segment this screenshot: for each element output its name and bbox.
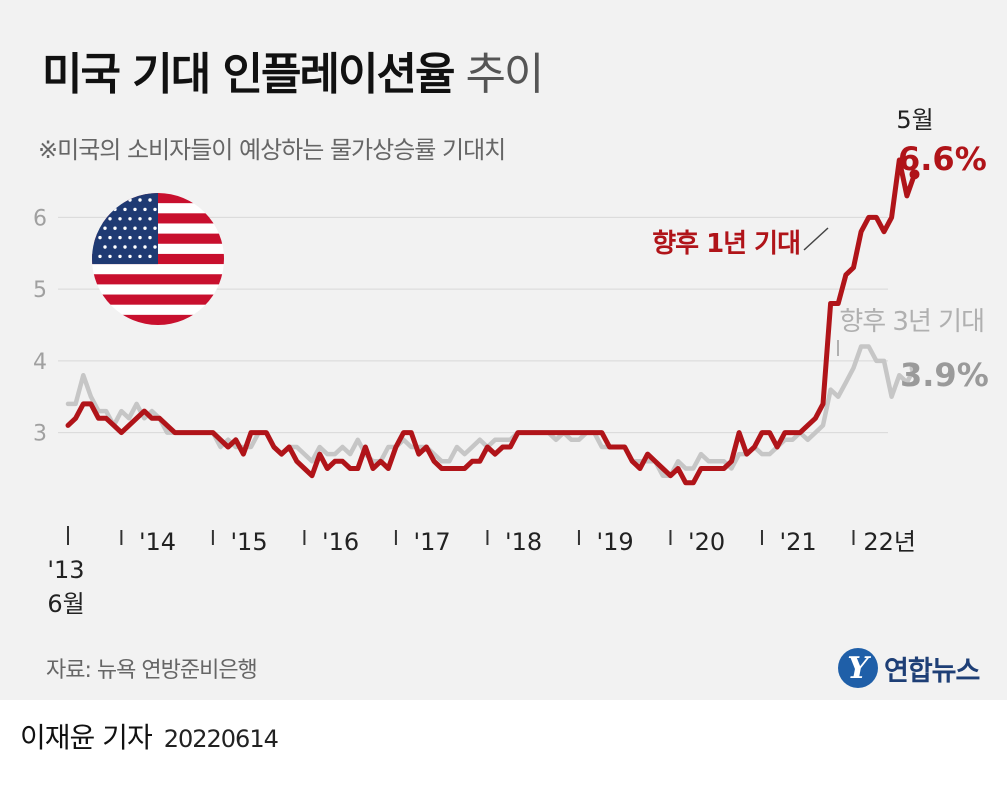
flag-star bbox=[98, 198, 102, 202]
x-tick-label: '20 bbox=[688, 528, 725, 556]
x-start-month-label: 6월 bbox=[47, 590, 84, 618]
flag-star bbox=[108, 235, 112, 240]
x-tick-label: '16 bbox=[322, 528, 359, 556]
y-tick-label: 6 bbox=[33, 206, 47, 231]
flag-star bbox=[128, 235, 132, 240]
page-title: 미국 기대 인플레이션율 추이 bbox=[42, 38, 544, 102]
end-value-1yr: 6.6% bbox=[898, 140, 987, 178]
flag-star bbox=[118, 198, 122, 202]
flag-stripe bbox=[92, 274, 224, 285]
flag-stripe bbox=[92, 193, 224, 204]
flag-star bbox=[98, 254, 102, 259]
flag-star bbox=[138, 198, 142, 202]
x-tick-label: '19 bbox=[597, 528, 634, 556]
flag-star bbox=[153, 245, 157, 249]
flag-star bbox=[128, 217, 132, 221]
end-month-label: 5월 bbox=[896, 106, 933, 134]
y-tick-label: 5 bbox=[33, 278, 47, 303]
flag-star bbox=[133, 226, 137, 230]
flag-star bbox=[143, 245, 147, 249]
flag-star bbox=[123, 245, 127, 249]
title-main: 미국 기대 인플레이션율 bbox=[42, 49, 455, 100]
series-lines bbox=[65, 157, 920, 486]
flag-star bbox=[128, 198, 132, 202]
flag-star bbox=[113, 226, 117, 230]
flag-star bbox=[113, 245, 117, 249]
flag-star bbox=[113, 207, 117, 212]
flag-star bbox=[103, 245, 107, 249]
flag-stripe bbox=[92, 314, 224, 325]
flag-star bbox=[148, 254, 152, 259]
series-labels: 향후 1년 기대 5월 6.6% 향후 3년 기대 3.9% bbox=[652, 106, 989, 394]
flag-star bbox=[133, 245, 137, 249]
reporter-name: 이재윤 기자 bbox=[20, 721, 153, 754]
flag-star bbox=[118, 254, 122, 259]
flag-star bbox=[123, 226, 127, 230]
flag-star bbox=[98, 235, 102, 240]
flag-star bbox=[138, 235, 142, 240]
leader-line-1yr bbox=[803, 227, 829, 251]
flag-stripe bbox=[92, 294, 224, 305]
series-name-1yr: 향후 1년 기대 bbox=[652, 229, 800, 259]
logo-text: 연합뉴스 bbox=[884, 655, 980, 687]
end-point-1yr bbox=[909, 169, 920, 180]
x-tick-label: 22년 bbox=[863, 528, 916, 556]
title-suffix: 추이 bbox=[465, 49, 544, 100]
end-value-3yr: 3.9% bbox=[900, 356, 989, 394]
flag-star bbox=[153, 226, 157, 230]
flag-star bbox=[108, 254, 112, 259]
x-tick-label: '15 bbox=[230, 528, 267, 556]
series-name-3yr: 향후 3년 기대 bbox=[839, 307, 984, 337]
flag-star bbox=[133, 207, 137, 212]
flag-star bbox=[108, 217, 112, 221]
flag-star bbox=[128, 254, 132, 259]
flag-star bbox=[153, 207, 157, 212]
flag-star bbox=[108, 198, 112, 202]
flag-star bbox=[138, 254, 142, 259]
series-line-3yr bbox=[65, 344, 917, 478]
us-flag-icon bbox=[92, 193, 224, 325]
y-tick-label: 3 bbox=[33, 422, 47, 447]
x-tick-label: '18 bbox=[505, 528, 542, 556]
flag-star bbox=[103, 226, 107, 230]
subtitle: ※미국의 소비자들이 예상하는 물가상승률 기대치 bbox=[38, 136, 506, 164]
yonhap-logo: Y 연합뉴스 bbox=[838, 642, 980, 694]
y-axis: 3 4 5 6 bbox=[33, 206, 47, 446]
flag-body bbox=[92, 193, 224, 325]
flag-star bbox=[138, 217, 142, 221]
chart-panel bbox=[0, 0, 1007, 700]
source-note: 자료: 뉴욕 연방준비은행 bbox=[46, 658, 258, 683]
x-tick-label: '13 bbox=[47, 556, 84, 584]
flag-star bbox=[148, 198, 152, 202]
publish-date: 20220614 bbox=[163, 725, 279, 753]
flag-star bbox=[143, 226, 147, 230]
y-tick-label: 4 bbox=[33, 350, 47, 375]
x-axis: '13 6월 '14 '15 '16 '17 '18 '19 '20 '21 22년 bbox=[47, 526, 916, 618]
flag-star bbox=[143, 207, 147, 212]
x-tick-label: '21 bbox=[780, 528, 817, 556]
flag-star bbox=[148, 217, 152, 221]
flag-star bbox=[123, 207, 127, 212]
byline: 이재윤 기자 20220614 bbox=[20, 716, 279, 756]
flag-star bbox=[148, 235, 152, 240]
flag-star bbox=[103, 207, 107, 212]
flag-star bbox=[118, 217, 122, 221]
inflation-expectations-chart: 3 4 5 6 '13 6월 '14 '15 '16 '17 '18 '19 '20 '21 22년 향후… bbox=[33, 106, 989, 618]
x-tick-label: '17 bbox=[413, 528, 450, 556]
logo-mark-icon: Y bbox=[838, 648, 878, 688]
flag-star bbox=[118, 235, 122, 240]
series-line-1yr bbox=[65, 157, 917, 486]
x-tick-label: '14 bbox=[139, 528, 176, 556]
end-point-3yr bbox=[909, 363, 920, 374]
